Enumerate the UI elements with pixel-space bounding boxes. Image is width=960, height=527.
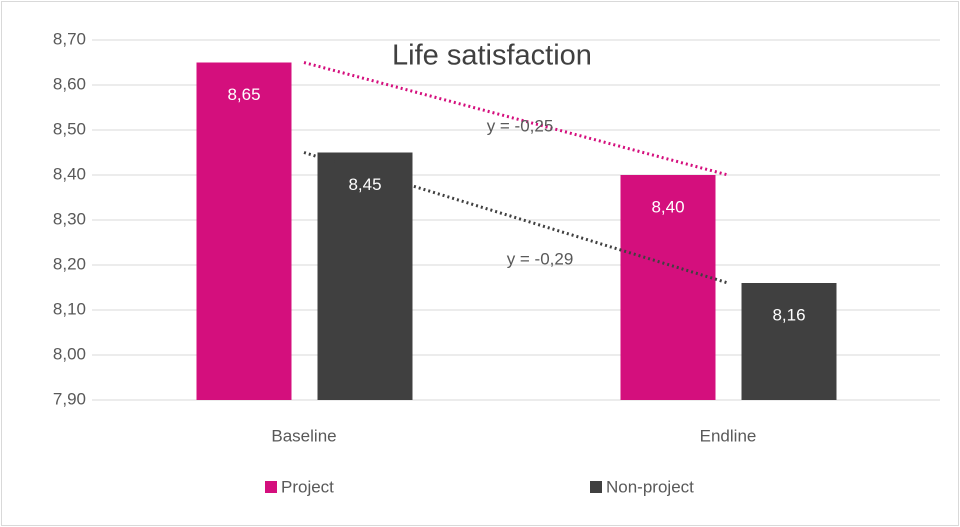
y-tick-label: 8,00 [53, 344, 86, 363]
legend-swatch [590, 481, 602, 493]
value-label: 8,65 [227, 85, 260, 104]
value-label: 8,40 [651, 197, 684, 216]
y-tick-label: 8,50 [53, 119, 86, 138]
bar [620, 175, 716, 400]
legend-label: Non-project [606, 477, 694, 496]
y-tick-label: 7,90 [53, 389, 86, 408]
y-tick-label: 8,60 [53, 74, 86, 93]
y-tick-label: 8,20 [53, 254, 86, 273]
x-tick-label: Baseline [271, 426, 336, 445]
trendline-label: y = -0,25 [487, 116, 554, 135]
trendline [303, 151, 729, 285]
value-label: 8,16 [772, 305, 805, 324]
y-tick-label: 8,40 [53, 164, 86, 183]
legend-swatch [265, 481, 277, 493]
value-label: 8,45 [348, 175, 381, 194]
y-tick-label: 8,30 [53, 209, 86, 228]
legend-label: Project [281, 477, 334, 496]
y-tick-label: 8,10 [53, 299, 86, 318]
trendline [303, 61, 729, 177]
y-tick-label: 8,70 [53, 29, 86, 48]
trendline-label: y = -0,29 [507, 249, 574, 268]
bar [741, 283, 837, 400]
bar [196, 62, 292, 400]
chart-title: Life satisfaction [392, 40, 592, 72]
x-tick-label: Endline [700, 426, 757, 445]
bar [317, 152, 413, 400]
